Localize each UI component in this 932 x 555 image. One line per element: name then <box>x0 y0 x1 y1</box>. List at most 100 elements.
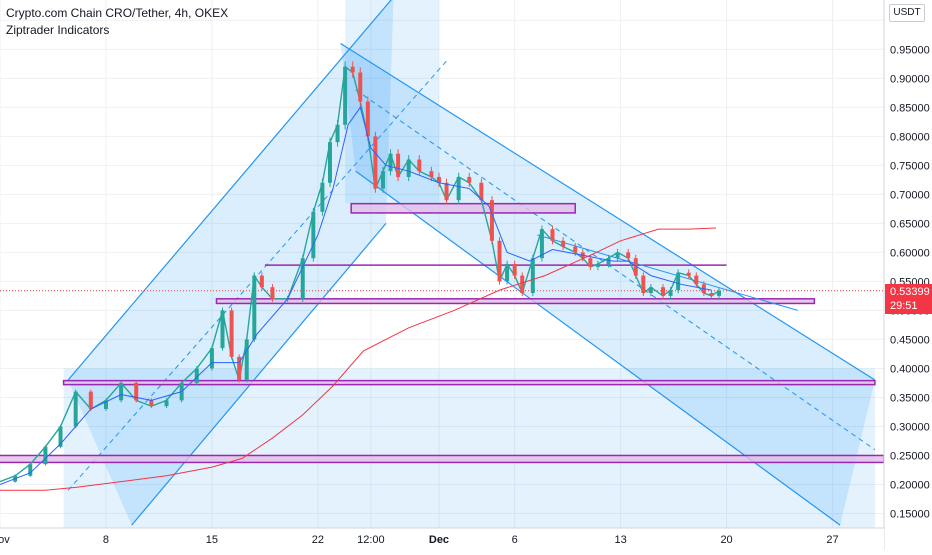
candle-body <box>358 72 363 102</box>
candle-body <box>709 293 714 296</box>
y-tick-label: 0.70000 <box>890 189 930 201</box>
candle-body <box>259 275 264 288</box>
candle-body <box>58 426 63 447</box>
y-tick-label: 0.35000 <box>890 392 930 404</box>
candle-body <box>539 229 544 259</box>
candle-body <box>417 159 422 172</box>
candle-body <box>456 176 461 201</box>
indicator-label[interactable]: Ziptrader Indicators <box>6 23 110 37</box>
y-tick-label: 0.65000 <box>890 218 930 230</box>
currency-button[interactable]: USDT <box>889 4 925 22</box>
candle-body <box>252 275 257 340</box>
candle-body <box>327 142 332 183</box>
support-zone <box>215 298 816 305</box>
candle-body <box>626 252 631 259</box>
x-tick-label: 20 <box>720 534 732 546</box>
candle-body <box>343 66 348 125</box>
candle-body <box>119 382 124 401</box>
candle-body <box>436 176 441 183</box>
candle-body <box>229 310 234 357</box>
y-tick-label: 0.75000 <box>890 160 930 172</box>
candle-body <box>88 391 93 410</box>
candle-body <box>641 275 646 294</box>
candle-body <box>573 246 578 253</box>
candle-body <box>320 182 325 212</box>
candle-body <box>489 200 494 241</box>
y-tick-label: 0.95000 <box>890 44 930 56</box>
candle-body <box>588 258 593 267</box>
y-tick-label: 0.40000 <box>890 363 930 375</box>
candle-body <box>350 66 355 73</box>
candle-body <box>686 272 691 276</box>
candle-body <box>244 339 249 381</box>
support-zone <box>0 454 885 464</box>
candle-body <box>530 258 535 294</box>
shade-region <box>63 368 875 528</box>
candle-body <box>606 258 611 264</box>
symbol-title[interactable]: Crypto.com Chain CRO/Tether, 4h, OKEX <box>6 6 229 20</box>
candle-body <box>661 287 665 296</box>
candle-body <box>676 272 681 291</box>
bar-countdown: 29:51 <box>890 300 918 312</box>
candle-body <box>28 464 33 476</box>
channel-down-midline <box>355 89 876 451</box>
y-tick-label: 0.60000 <box>890 247 930 259</box>
channel-down-lower <box>355 170 841 526</box>
candle-body <box>406 159 411 177</box>
candle-body <box>648 287 653 294</box>
x-tick-label: 12:00 <box>357 534 385 546</box>
support-zone <box>62 379 876 386</box>
ma-long-line <box>0 227 717 491</box>
candle-body <box>270 287 275 299</box>
last-price-value: 0.53399 <box>890 286 930 298</box>
x-tick-label: 8 <box>103 534 109 546</box>
candle-body <box>164 400 169 407</box>
candle-body <box>668 290 673 296</box>
candle-body <box>373 136 378 189</box>
y-tick-label: 0.90000 <box>890 73 930 85</box>
candle-body <box>237 356 242 381</box>
y-tick-label: 0.80000 <box>890 131 930 143</box>
y-tick-label: 0.45000 <box>890 334 930 346</box>
y-tick-label: 0.85000 <box>890 102 930 114</box>
candle-body <box>300 258 305 299</box>
x-tick-label: 27 <box>826 534 838 546</box>
candle-body <box>43 446 48 465</box>
candle-body <box>429 171 434 177</box>
candle-body <box>717 290 722 296</box>
candle-body <box>134 382 139 401</box>
price-axis-background <box>884 0 932 550</box>
channel-down-upper <box>340 43 876 381</box>
candle-body <box>595 264 600 267</box>
candle-body <box>209 348 214 369</box>
candle-body <box>512 264 517 276</box>
candle-body <box>497 240 502 282</box>
candle-body <box>103 400 108 410</box>
candle-body <box>561 240 566 247</box>
time-axis-background <box>0 528 884 550</box>
x-tick-label: 22 <box>312 534 324 546</box>
candle-body <box>220 310 225 349</box>
channel-down-fill <box>340 43 875 526</box>
channel-up-upper <box>67 0 392 381</box>
x-tick-label: Dec <box>429 534 449 546</box>
candle-body <box>311 211 316 259</box>
candle-body <box>335 124 340 143</box>
y-tick-label: 0.20000 <box>890 479 930 491</box>
candle-body <box>615 252 620 259</box>
candle-body <box>149 400 154 407</box>
candle-body <box>694 275 699 285</box>
channel-up-fill <box>68 0 394 526</box>
x-tick-label: Nov <box>0 534 10 546</box>
trendline <box>537 234 798 311</box>
support-zone <box>350 202 576 214</box>
candle-body <box>479 182 484 201</box>
candle-body <box>388 153 393 172</box>
x-tick-label: 6 <box>512 534 518 546</box>
y-tick-label: 0.15000 <box>890 508 930 520</box>
candle-body <box>505 264 510 282</box>
candle-body <box>380 171 385 189</box>
x-tick-label: 15 <box>206 534 218 546</box>
